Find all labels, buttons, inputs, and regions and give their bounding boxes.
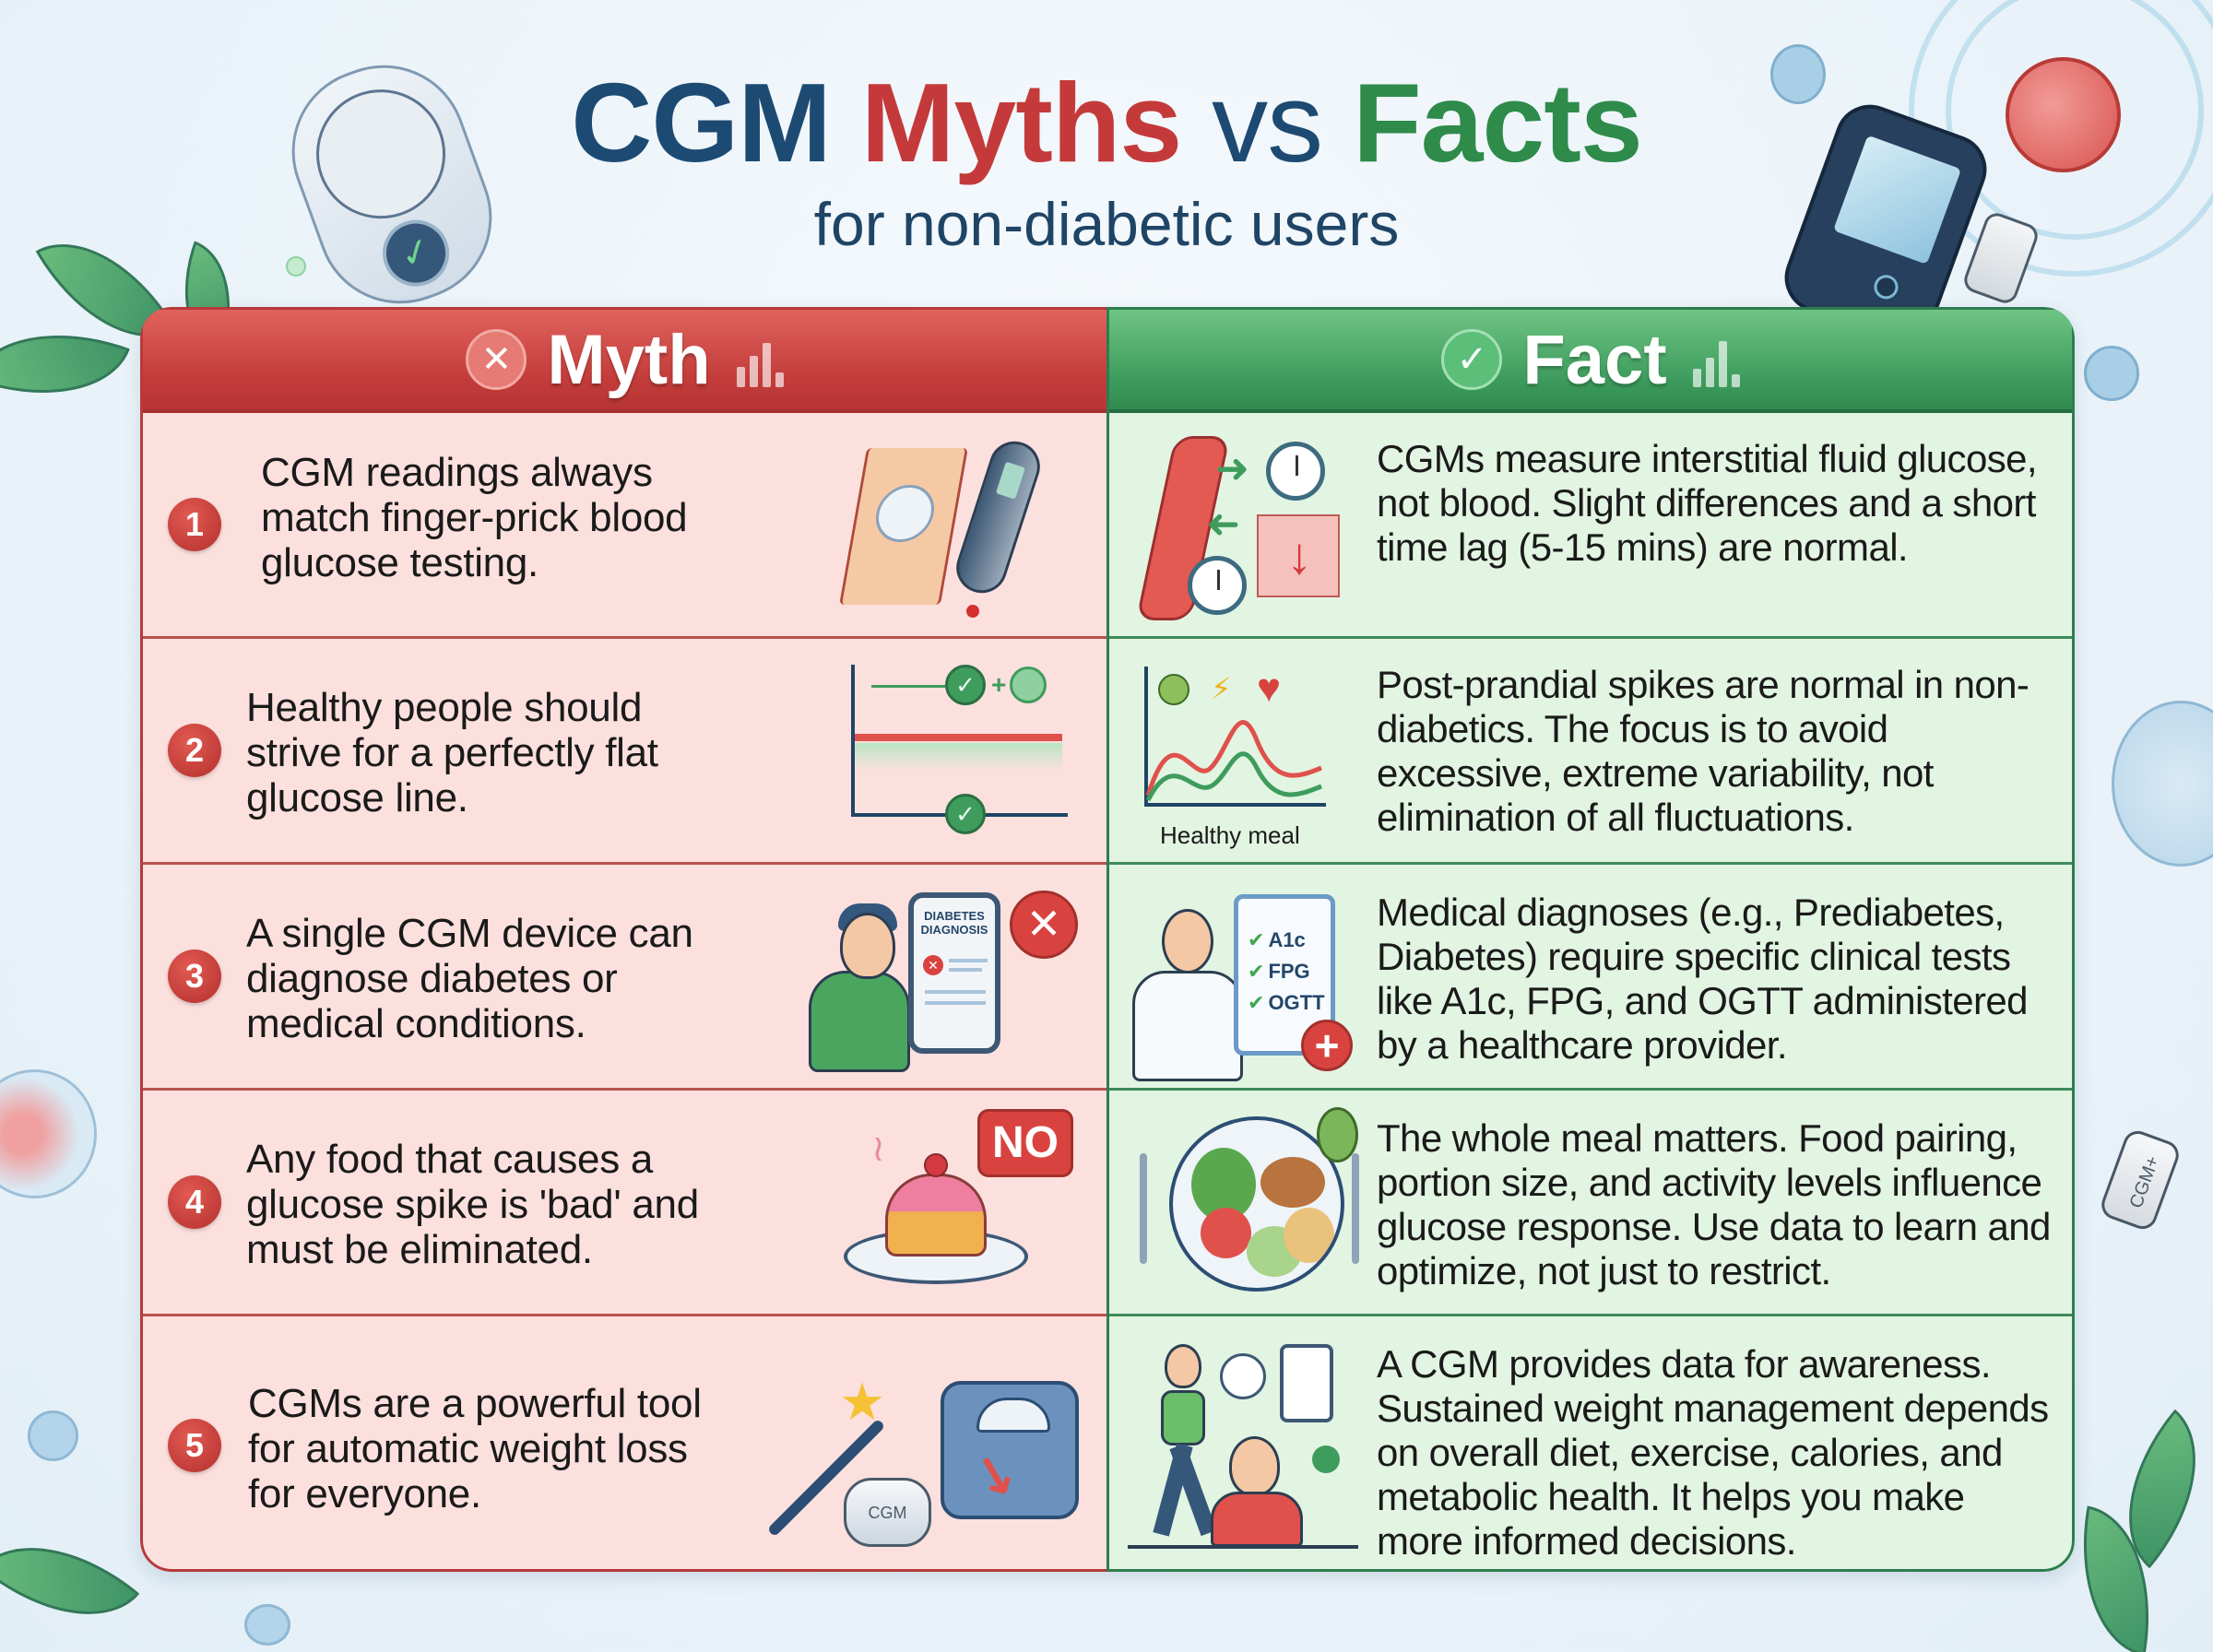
row-number-badge: 1	[168, 498, 221, 551]
fact-row-4: The whole meal matters. Food pairing, po…	[1109, 1091, 2072, 1316]
fact-header: ✓ Fact	[1109, 310, 2072, 413]
test-item: ✔ OGTT	[1248, 991, 1325, 1014]
bar-chart-icon	[1692, 332, 1740, 387]
red-cell-icon	[0, 1069, 97, 1198]
blue-cell-icon	[2112, 701, 2213, 867]
fact-text: A CGM provides data for awareness. Susta…	[1377, 1342, 2049, 1563]
balanced-plate-icon	[1132, 1107, 1363, 1305]
dessert-no-icon: ≀ NO	[844, 1109, 1083, 1303]
check-icon: ✓	[945, 794, 986, 834]
test-item: ✔ FPG	[1248, 960, 1310, 983]
myth-text: CGM readings always match finger-prick b…	[261, 450, 688, 585]
myth-text: Healthy people should strive for a perfe…	[246, 685, 658, 820]
blood-vessel-stopwatch-icon: ➜ ➜	[1135, 436, 1358, 620]
row-number-badge: 4	[168, 1175, 221, 1229]
red-blood-cell-icon	[2006, 57, 2121, 172]
clock-icon	[1220, 1353, 1266, 1399]
leaf-decoration	[0, 1504, 140, 1652]
check-icon: ✓	[945, 665, 986, 705]
myth-row-3: 3 A single CGM device can diagnose diabe…	[143, 865, 1106, 1091]
row-number-badge: 5	[168, 1419, 221, 1472]
avocado-icon	[1317, 1107, 1358, 1162]
blue-cell-icon	[28, 1410, 78, 1461]
svg-text:♥: ♥	[1257, 666, 1281, 711]
runner-and-eating-person-icon	[1128, 1344, 1367, 1549]
cgm-device-label: CGM	[844, 1478, 931, 1547]
medical-cross-icon: +	[1301, 1020, 1353, 1071]
diagnosis-screen-text: DIABETES DIAGNOSIS	[920, 909, 988, 937]
blue-cell-icon	[1770, 44, 1826, 104]
svg-text:⚡: ⚡	[1211, 672, 1231, 705]
title-myths: Myths	[860, 60, 1182, 185]
page-title: CGM Myths vs Facts	[0, 66, 2213, 179]
cgm-plus-sensor-icon: CGM+	[2097, 1127, 2183, 1233]
page-subtitle: for non-diabetic users	[813, 190, 1400, 258]
myth-header: ✕ Myth	[143, 310, 1106, 413]
no-speech-bubble: NO	[977, 1109, 1073, 1177]
fact-column: ✓ Fact ➜ ➜ CGMs measure interstitial flu…	[1106, 307, 2075, 1572]
fact-row-1: ➜ ➜ CGMs measure interstitial fluid gluc…	[1109, 413, 2072, 639]
myth-text: A single CGM device can diagnose diabete…	[246, 911, 693, 1046]
fact-text: Post-prandial spikes are normal in non-d…	[1377, 663, 2030, 839]
fact-header-label: Fact	[1522, 320, 1667, 399]
fact-text: The whole meal matters. Food pairing, po…	[1377, 1116, 2051, 1292]
fact-row-3: ✔ A1c ✔ FPG ✔ OGTT + Medical diagnoses (e.g…	[1109, 865, 2072, 1091]
title-facts: Facts	[1353, 60, 1643, 185]
myth-column: ✕ Myth 1 CGM readings always match finge…	[140, 307, 1106, 1572]
doctor-clipboard-icon: ✔ A1c ✔ FPG ✔ OGTT +	[1132, 883, 1363, 1081]
myth-text: Any food that causes a glucose spike is …	[246, 1137, 699, 1272]
cell-icon	[1010, 667, 1047, 703]
fact-text: CGMs measure interstitial fluid glucose,…	[1377, 437, 2038, 569]
healthy-meal-label: Healthy meal	[1160, 821, 1300, 849]
chart-icon	[1312, 1446, 1340, 1473]
row-number-badge: 3	[168, 950, 221, 1003]
myth-row-2: 2 Healthy people should strive for a per…	[143, 639, 1106, 865]
bar-chart-icon	[736, 332, 784, 387]
myth-text: CGMs are a powerful tool for automatic w…	[248, 1381, 702, 1516]
x-circle-icon: ✕	[466, 329, 527, 390]
arm-sensor-and-glucometer-icon	[839, 434, 1056, 623]
fact-row-5: A CGM provides data for awareness. Susta…	[1109, 1316, 2072, 1572]
title-cgm: CGM	[571, 60, 832, 185]
fact-text: Medical diagnoses (e.g., Prediabetes, Di…	[1377, 891, 2029, 1067]
glucose-wave-graph-icon: ⚡ ♥ Healthy meal	[1137, 657, 1349, 860]
magic-wand-scale-icon: ★ CGM ↘	[751, 1353, 1083, 1547]
green-dot-decoration	[286, 256, 306, 277]
blue-cell-icon	[244, 1604, 290, 1646]
flat-line-graph-icon: ✓ + ✓	[844, 665, 1074, 840]
title-vs: vs	[1212, 60, 1323, 185]
myth-row-4: 4 Any food that causes a glucose spike i…	[143, 1091, 1106, 1316]
row-number-badge: 2	[168, 724, 221, 777]
fact-row-2: ⚡ ♥ Healthy meal Post-prandial spikes ar…	[1109, 639, 2072, 865]
ring-decoration	[1946, 0, 2204, 240]
check-circle-icon: ✓	[1441, 329, 1503, 390]
blue-cell-icon	[2084, 346, 2139, 401]
myth-fact-table: ✕ Myth 1 CGM readings always match finge…	[140, 307, 2075, 1572]
x-icon: ✕	[1010, 891, 1078, 959]
phone-diagnosis-icon: DIABETES DIAGNOSIS ✕ ✕	[798, 883, 1083, 1077]
test-item: ✔ A1c	[1248, 928, 1306, 951]
myth-row-5: 5 CGMs are a powerful tool for automatic…	[143, 1316, 1106, 1572]
myth-row-1: 1 CGM readings always match finger-prick…	[143, 413, 1106, 639]
myth-header-label: Myth	[547, 320, 711, 399]
